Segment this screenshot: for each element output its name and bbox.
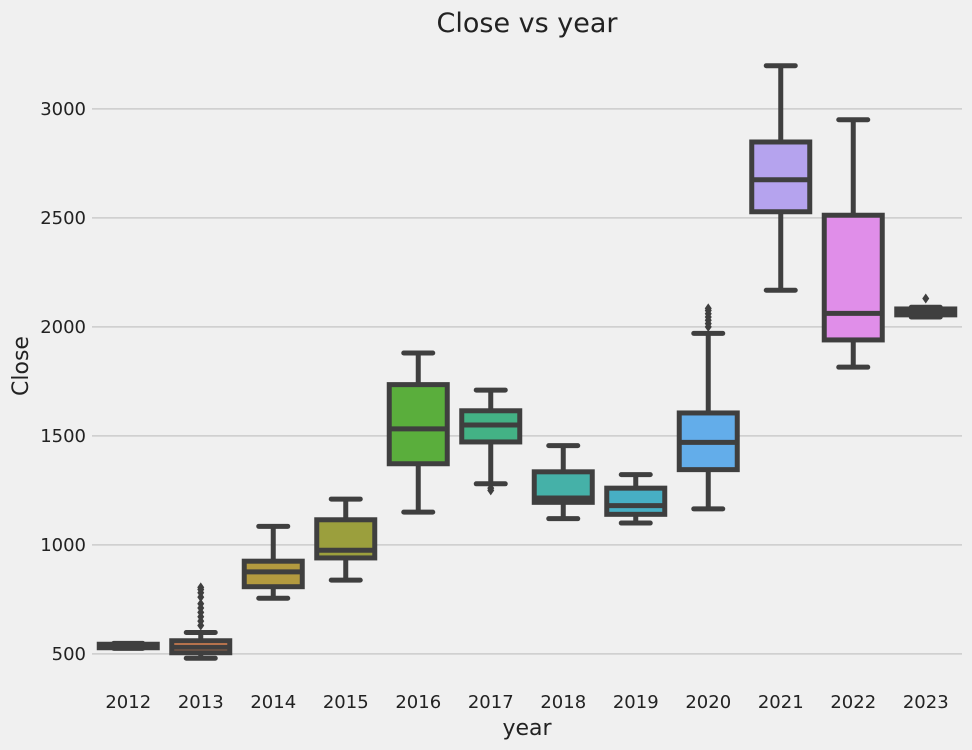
box-body-2022 [821, 212, 885, 343]
x-tick-label-2018: 2018 [540, 692, 586, 713]
box-2015 [314, 496, 378, 583]
y-tick-label-500: 500 [52, 644, 86, 665]
box-2018 [531, 443, 595, 522]
x-tick-label-2013: 2013 [178, 692, 224, 713]
x-axis-label: year [502, 716, 552, 741]
x-tick-label-2023: 2023 [903, 692, 949, 713]
box-2020 [676, 303, 740, 512]
x-tick-label-2014: 2014 [250, 692, 296, 713]
box-2016 [386, 350, 450, 515]
outlier-2013-5 [197, 598, 205, 609]
outlier-2013-9 [197, 582, 205, 593]
y-tick-label-1500: 1500 [40, 426, 86, 447]
outlier-2020-6 [704, 303, 712, 314]
y-tick-label-2000: 2000 [40, 317, 86, 338]
x-tick-label-2012: 2012 [105, 692, 151, 713]
x-tick-label-2020: 2020 [685, 692, 731, 713]
x-tick-label-2022: 2022 [830, 692, 876, 713]
x-tick-label-2017: 2017 [468, 692, 514, 713]
y-tick-label-3000: 3000 [40, 99, 86, 120]
box-2022 [821, 117, 885, 370]
x-tick-label-2021: 2021 [758, 692, 804, 713]
outlier-2023-0 [922, 293, 930, 304]
box-2014 [241, 523, 305, 601]
x-tick-label-2016: 2016 [395, 692, 441, 713]
y-axis-label: Close [9, 336, 34, 396]
x-tick-labels: 2012 2013 2014 2015 2016 2017 2018 2019 2020 2021… [105, 692, 948, 713]
box-body-2021 [749, 139, 813, 215]
box-2023 [894, 293, 958, 320]
box-2019 [604, 472, 668, 526]
y-tick-label-2500: 2500 [40, 208, 86, 229]
grid-lines [92, 108, 962, 655]
y-tick-label-1000: 1000 [40, 535, 86, 556]
outlier-2017-1 [487, 483, 495, 494]
box-2017 [459, 387, 523, 496]
box-body-2016 [386, 382, 450, 467]
y-tick-labels: 500 1000 1500 2000 2500 3000 [40, 99, 86, 665]
box-body-2019 [604, 485, 668, 517]
x-tick-label-2019: 2019 [613, 692, 659, 713]
box-2013 [169, 582, 233, 661]
box-series [96, 63, 958, 661]
box-2012 [96, 640, 160, 651]
x-tick-label-2015: 2015 [323, 692, 369, 713]
box-2021 [749, 63, 813, 293]
chart-title: Close vs year [437, 8, 619, 39]
